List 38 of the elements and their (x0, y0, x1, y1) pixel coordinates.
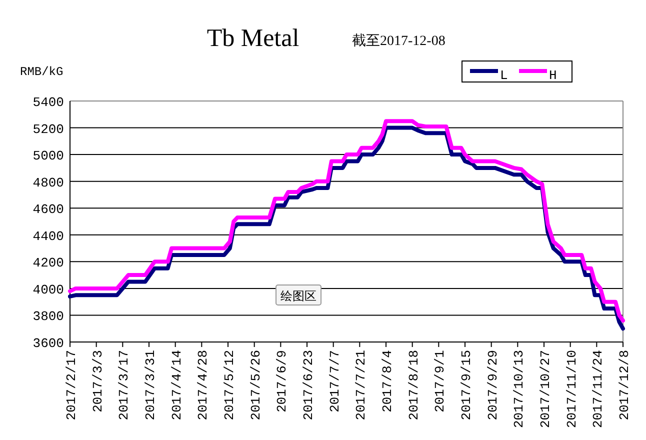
x-tick-label: 2017/5/12 (222, 350, 237, 420)
x-tick-label: 2017/10/27 (538, 350, 553, 428)
y-tick-label: 5400 (32, 95, 64, 110)
x-tick-label: 2017/5/26 (248, 350, 264, 420)
y-tick-label: 4800 (32, 175, 64, 190)
y-tick-label: 4600 (32, 202, 64, 218)
legend-label: H (549, 68, 557, 83)
chart-subtitle: 截至2017-12-08 (352, 33, 446, 49)
y-tick-label: 5200 (32, 122, 64, 137)
x-tick-label: 2017/12/8 (617, 350, 632, 420)
x-tick-label: 2017/2/17 (64, 350, 79, 420)
x-tick-label: 2017/4/28 (196, 350, 211, 420)
y-tick-label: 5000 (32, 148, 64, 164)
x-tick-label: 2017/9/15 (459, 350, 474, 420)
y-tick-label: 3600 (32, 336, 64, 351)
x-tick-label: 2017/3/3 (90, 350, 106, 412)
annotation: 绘图区 (280, 289, 316, 303)
x-tick-label: 2017/6/9 (274, 350, 290, 412)
x-tick-label: 2017/11/10 (564, 350, 580, 428)
x-tick-label: 2017/9/1 (432, 350, 448, 412)
x-tick-label: 2017/3/17 (116, 350, 132, 420)
x-tick-label: 2017/10/13 (512, 350, 527, 428)
x-tick-label: 2017/8/4 (380, 350, 395, 412)
y-tick-label: 4200 (32, 256, 64, 271)
x-tick-label: 2017/7/7 (327, 350, 342, 412)
y-tick-label: 3800 (32, 309, 64, 324)
x-tick-label: 2017/7/21 (354, 350, 369, 420)
x-tick-label: 2017/4/14 (169, 350, 184, 420)
x-tick-label: 2017/9/29 (485, 350, 500, 420)
y-tick-label: 4000 (32, 282, 64, 298)
x-tick-label: 2017/11/24 (590, 350, 606, 428)
x-tick-label: 2017/3/31 (143, 350, 158, 420)
x-tick-label: 2017/6/23 (301, 350, 316, 420)
legend-label: L (500, 68, 508, 83)
y-tick-label: 4400 (32, 228, 64, 244)
y-axis-title: RMB/kG (20, 65, 64, 79)
x-tick-label: 2017/8/18 (406, 350, 422, 420)
chart-title: Tb Metal (206, 25, 300, 52)
